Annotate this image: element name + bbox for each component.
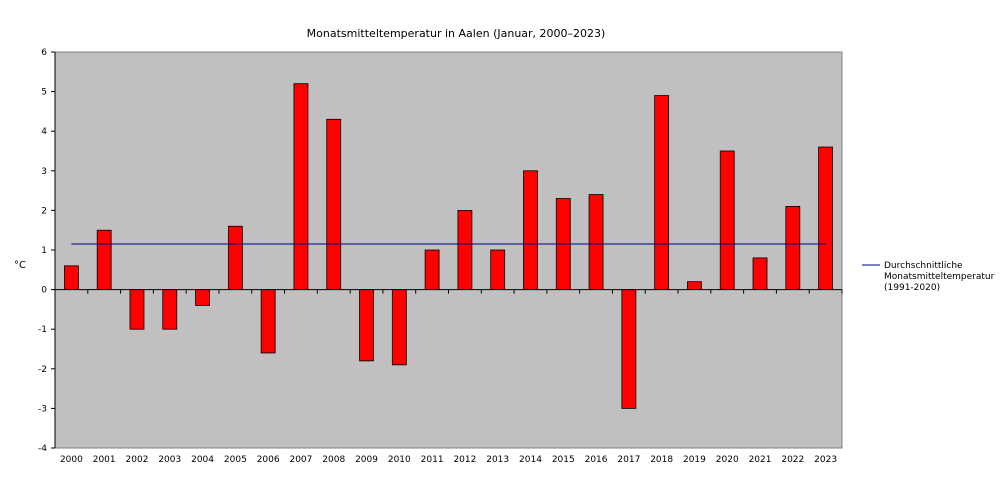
x-tick-label: 2017	[617, 455, 640, 465]
y-tick-label: -4	[38, 444, 47, 454]
x-tick-label: 2011	[421, 455, 444, 465]
x-tick-label: 2013	[486, 455, 509, 465]
y-tick-label: -1	[38, 325, 47, 335]
x-tick-label: 2020	[716, 455, 739, 465]
x-tick-label: 2002	[126, 455, 149, 465]
bar-2010	[391, 289, 407, 366]
bar-2012	[457, 209, 473, 290]
x-tick-label: 2007	[289, 455, 312, 465]
bar-2019	[687, 281, 702, 290]
chart-title: Monatsmitteltemperatur in Aalen (Januar,…	[307, 27, 606, 40]
y-tick-label: 3	[41, 167, 47, 177]
bar-2022	[785, 206, 801, 291]
x-tick-label: 2014	[519, 455, 542, 465]
legend-label: Durchschnittliche Monatsmitteltemperatur(…	[884, 261, 995, 293]
x-tick-label: 2022	[781, 455, 804, 465]
legend-label-line: Durchschnittliche	[884, 261, 963, 271]
bar-2007	[293, 83, 309, 290]
bar-2008	[326, 118, 342, 290]
y-tick-label: 5	[41, 88, 47, 98]
x-ticks: 2000 2001 2002 2003 2004 2005 2006 2007 2008 2009…	[60, 289, 843, 465]
x-tick-label: 2009	[355, 455, 378, 465]
bars	[63, 83, 834, 409]
x-tick-label: 2021	[749, 455, 772, 465]
x-tick-label: 2000	[60, 455, 83, 465]
bar-2005	[227, 225, 243, 291]
bar-2000	[63, 265, 79, 290]
x-tick-label: 2015	[552, 455, 575, 465]
bar-2021	[752, 257, 768, 291]
y-tick-label: 6	[41, 48, 47, 58]
x-tick-label: 2019	[683, 455, 706, 465]
y-tick-label: -3	[38, 404, 47, 414]
x-tick-label: 2023	[814, 455, 837, 465]
bar-2017	[621, 289, 637, 409]
bar-2009	[359, 289, 374, 362]
y-tick-label: 4	[41, 127, 47, 137]
bar-2003	[162, 289, 178, 330]
x-tick-label: 2012	[453, 455, 476, 465]
x-tick-label: 2005	[224, 455, 247, 465]
y-axis-label: °C	[14, 260, 26, 271]
bar-2023	[818, 146, 834, 290]
bar-2016	[588, 194, 604, 290]
bar-2002	[129, 289, 145, 330]
x-tick-label: 2010	[388, 455, 411, 465]
bar-2006	[260, 289, 276, 354]
legend-label-line: (1991-2020)	[884, 283, 940, 293]
bar-2014	[523, 170, 538, 291]
x-tick-label: 2008	[322, 455, 345, 465]
x-tick-label: 2018	[650, 455, 673, 465]
x-tick-label: 2006	[257, 455, 280, 465]
bar-2013	[490, 249, 506, 290]
bar-2004	[195, 289, 210, 306]
x-tick-label: 2004	[191, 455, 214, 465]
x-tick-label: 2016	[585, 455, 608, 465]
y-tick-label: 1	[41, 246, 47, 256]
legend-label-line: Monatsmitteltemperatur	[884, 272, 995, 282]
bar-2011	[424, 249, 440, 290]
y-tick-label: -2	[38, 365, 47, 375]
bar-2018	[654, 95, 670, 290]
x-tick-label: 2001	[93, 455, 116, 465]
x-tick-label: 2003	[158, 455, 181, 465]
bar-2001	[96, 229, 112, 290]
bar-2020	[719, 150, 735, 291]
legend: Durchschnittliche Monatsmitteltemperatur(…	[862, 261, 995, 293]
y-tick-label: 0	[41, 286, 47, 296]
plot-area	[54, 51, 843, 449]
y-ticks: 6 5 4 3 2 1 0 -1 -2 -3 -4	[38, 48, 55, 454]
y-tick-label: 2	[41, 206, 47, 216]
